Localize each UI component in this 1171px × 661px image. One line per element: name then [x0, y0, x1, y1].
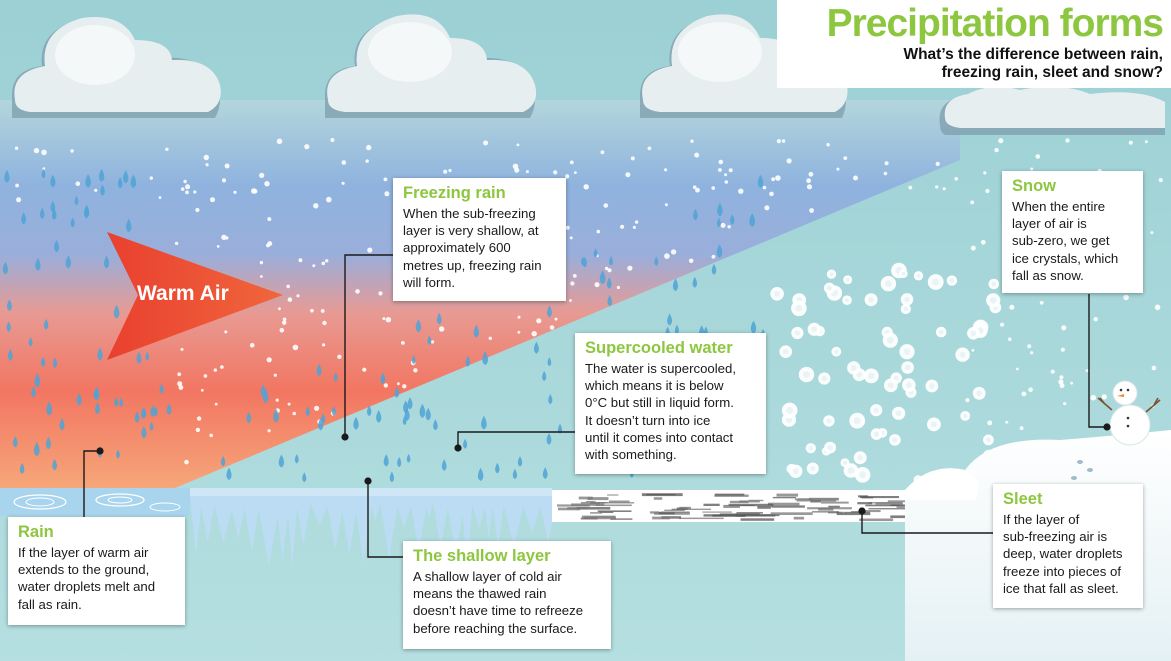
callout-line: freeze into pieces of	[1003, 563, 1122, 579]
warm-air-label: Warm Air	[137, 282, 229, 305]
sleet-ground	[552, 490, 935, 522]
callout-line: sub-zero, we get	[1012, 233, 1110, 249]
callout-line: doesn’t have time to refreeze	[413, 603, 584, 619]
snowflakes	[770, 262, 1002, 485]
callout-line: which means it is below	[585, 378, 724, 394]
callout-heading: Rain	[18, 523, 54, 541]
rain-puddle	[0, 488, 190, 516]
cloud-left	[12, 16, 221, 118]
callout-snow: Snow When the entire layer of air is sub…	[1002, 171, 1143, 293]
callout-line: will form.	[403, 274, 456, 290]
callout-rain: Rain If the layer of warm air extends to…	[8, 517, 185, 625]
callout-heading: Freezing rain	[403, 184, 506, 202]
callout-line: with something.	[585, 447, 677, 463]
leader-lines	[83, 254, 1107, 558]
callout-line: When the sub-freezing	[403, 206, 536, 221]
callout-line: It doesn’t turn into ice	[585, 412, 711, 428]
snowman	[1097, 380, 1161, 446]
callout-line: A shallow layer of cold air	[413, 569, 562, 584]
callout-line: fall as rain.	[18, 596, 82, 612]
callout-line: means the thawed rain	[413, 586, 547, 602]
callout-sleet: Sleet If the layer of sub-freezing air i…	[993, 484, 1143, 608]
callout-line: ice that fall as sleet.	[1003, 580, 1119, 596]
callout-line: extends to the ground,	[18, 562, 150, 578]
callout-line: metres up, freezing rain	[403, 257, 542, 273]
subtitle-line-1: What’s the difference between rain,	[903, 46, 1163, 63]
callout-line: When the entire	[1012, 199, 1106, 214]
callout-line: 0°C but still in liquid form.	[585, 395, 734, 411]
callout-line: water droplets melt and	[18, 579, 156, 595]
callout-line: The water is supercooled,	[585, 361, 736, 376]
callout-line: until it comes into contact	[585, 429, 734, 445]
callout-heading: Snow	[1012, 177, 1056, 195]
callout-heading: Supercooled water	[585, 339, 733, 357]
leader-dots	[96, 423, 1111, 515]
warm-air-arrow	[107, 232, 283, 360]
callout-shallow-layer: The shallow layer A shallow layer of col…	[403, 541, 611, 649]
callout-heading: The shallow layer	[413, 547, 551, 565]
callout-line: approximately 600	[403, 240, 511, 256]
title-panel: Precipitation forms What’s the differenc…	[777, 0, 1171, 88]
callout-line: fall as snow.	[1012, 267, 1084, 283]
icicles	[190, 488, 559, 567]
callout-freezing-rain: Freezing rain When the sub-freezing laye…	[393, 178, 566, 301]
callout-line: If the layer of	[1003, 512, 1080, 527]
callout-line: deep, water droplets	[1003, 546, 1123, 562]
callout-line: sub-freezing air is	[1003, 529, 1108, 545]
cloud-center	[325, 14, 537, 118]
callout-line: If the layer of warm air	[18, 545, 149, 560]
callout-heading: Sleet	[1003, 490, 1043, 508]
callout-line: layer is very shallow, at	[403, 223, 539, 239]
callout-line: ice crystals, which	[1012, 250, 1119, 266]
callout-line: layer of air is	[1012, 216, 1087, 232]
cloud-far-right	[939, 86, 1165, 135]
callout-line: before reaching the surface.	[413, 620, 578, 636]
page-title: Precipitation forms	[826, 2, 1164, 45]
subtitle-line-2: freezing rain, sleet and snow?	[941, 64, 1163, 81]
callout-supercooled-water: Supercooled water The water is supercool…	[575, 333, 766, 474]
